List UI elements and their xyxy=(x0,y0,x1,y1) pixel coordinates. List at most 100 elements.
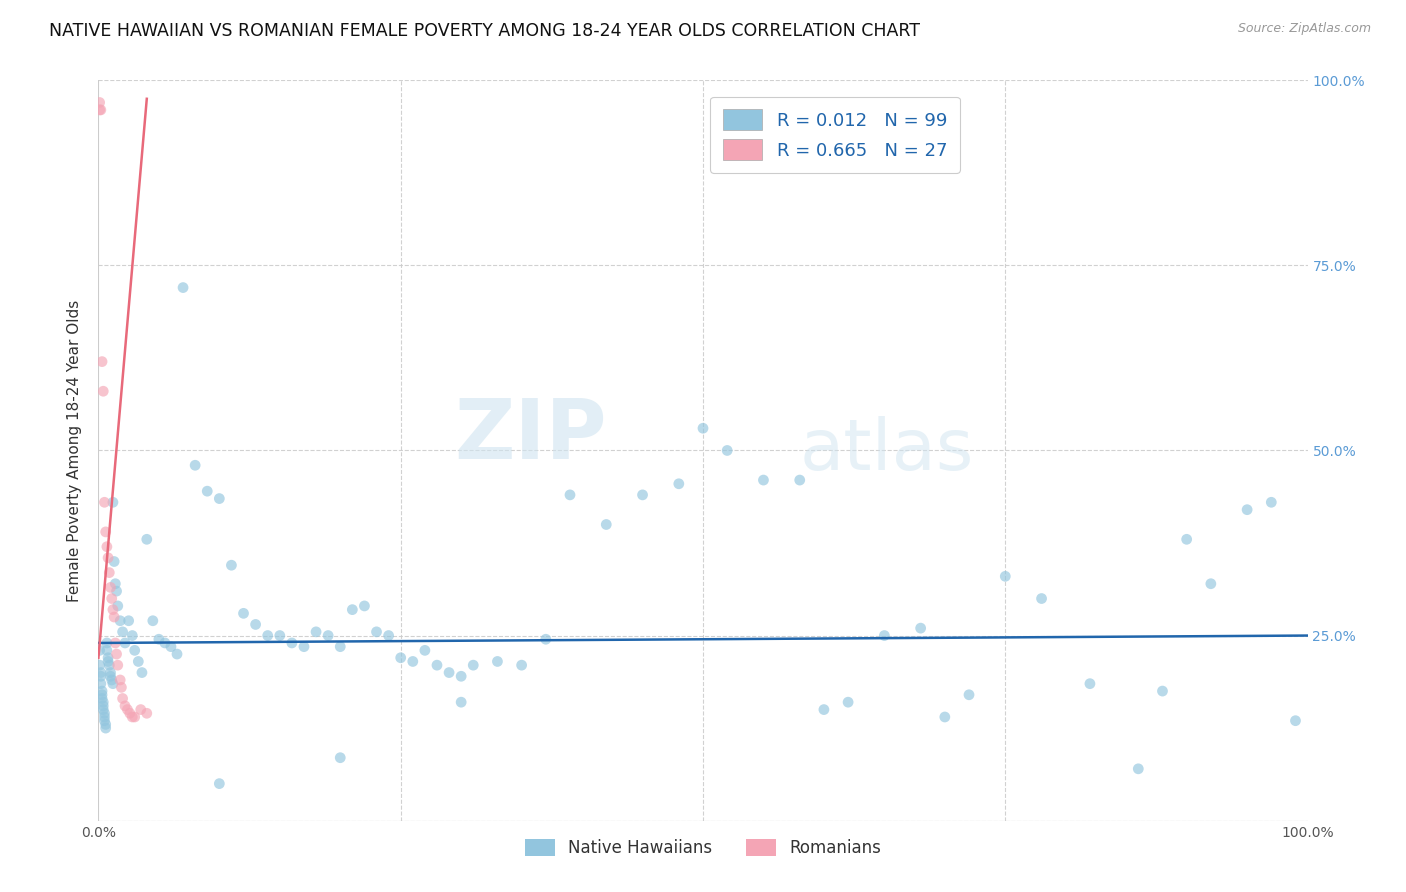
Text: ZIP: ZIP xyxy=(454,395,606,476)
Point xyxy=(89,95,111,110)
Point xyxy=(208,776,231,791)
Point xyxy=(97,650,120,665)
Point xyxy=(342,602,364,616)
Y-axis label: Female Poverty Among 18-24 Year Olds: Female Poverty Among 18-24 Year Olds xyxy=(67,300,83,601)
Point xyxy=(90,103,112,117)
Point xyxy=(104,636,127,650)
Point xyxy=(100,665,122,680)
Point xyxy=(910,621,932,635)
Point xyxy=(595,517,617,532)
Point xyxy=(631,488,654,502)
Point xyxy=(91,703,114,717)
Point xyxy=(117,703,139,717)
Point xyxy=(232,607,254,621)
Point xyxy=(131,665,153,680)
Point xyxy=(94,524,117,539)
Point xyxy=(366,624,388,639)
Point xyxy=(91,384,114,399)
Point xyxy=(98,658,121,673)
Point xyxy=(90,669,112,683)
Point xyxy=(148,632,170,647)
Point xyxy=(93,495,115,509)
Point xyxy=(486,655,509,669)
Point xyxy=(114,636,136,650)
Point xyxy=(89,103,111,117)
Text: NATIVE HAWAIIAN VS ROMANIAN FEMALE POVERTY AMONG 18-24 YEAR OLDS CORRELATION CHA: NATIVE HAWAIIAN VS ROMANIAN FEMALE POVER… xyxy=(49,22,920,40)
Point xyxy=(118,614,141,628)
Text: Source: ZipAtlas.com: Source: ZipAtlas.com xyxy=(1237,22,1371,36)
Point xyxy=(90,676,112,690)
Point xyxy=(111,624,134,639)
Point xyxy=(510,658,533,673)
Point xyxy=(256,628,278,642)
Point xyxy=(208,491,231,506)
Point xyxy=(413,643,436,657)
Point xyxy=(91,691,114,706)
Point xyxy=(100,669,122,683)
Point xyxy=(107,599,129,613)
Point xyxy=(91,698,114,713)
Point xyxy=(1031,591,1053,606)
Point xyxy=(107,658,129,673)
Point xyxy=(160,640,183,654)
Point xyxy=(305,624,328,639)
Point xyxy=(96,540,118,554)
Point xyxy=(124,643,146,657)
Point xyxy=(837,695,859,709)
Point xyxy=(91,695,114,709)
Point xyxy=(172,280,194,294)
Point xyxy=(91,688,114,702)
Point xyxy=(402,655,425,669)
Point xyxy=(101,495,124,509)
Legend: R = 0.012   N = 99, R = 0.665   N = 27: R = 0.012 N = 99, R = 0.665 N = 27 xyxy=(710,96,960,173)
Point xyxy=(316,628,339,642)
Point xyxy=(108,673,131,687)
Point xyxy=(1175,533,1198,547)
Point xyxy=(813,703,835,717)
Point xyxy=(100,591,122,606)
Point xyxy=(96,636,118,650)
Point xyxy=(377,628,399,642)
Point xyxy=(195,484,218,499)
Point xyxy=(752,473,775,487)
Point xyxy=(221,558,243,573)
Point xyxy=(142,614,165,628)
Point xyxy=(1236,502,1258,516)
Point xyxy=(121,710,143,724)
Point xyxy=(1199,576,1222,591)
Point xyxy=(934,710,956,724)
Point xyxy=(450,695,472,709)
Point xyxy=(100,581,122,595)
Point xyxy=(994,569,1017,583)
Point xyxy=(1284,714,1306,728)
Point xyxy=(94,721,117,735)
Legend: Native Hawaiians, Romanians: Native Hawaiians, Romanians xyxy=(519,832,887,864)
Point xyxy=(292,640,315,654)
Point xyxy=(105,584,128,599)
Point xyxy=(281,636,304,650)
Point xyxy=(121,628,143,642)
Point xyxy=(153,636,176,650)
Point xyxy=(101,602,124,616)
Point xyxy=(184,458,207,473)
Point xyxy=(97,655,120,669)
Point xyxy=(129,703,152,717)
Point xyxy=(108,614,131,628)
Point xyxy=(558,488,581,502)
Point xyxy=(166,647,188,661)
Point xyxy=(716,443,738,458)
Point xyxy=(437,665,460,680)
Point xyxy=(89,658,111,673)
Point xyxy=(114,698,136,713)
Point xyxy=(957,688,980,702)
Point xyxy=(93,706,115,721)
Point xyxy=(103,555,125,569)
Text: atlas: atlas xyxy=(800,416,974,485)
Point xyxy=(111,691,134,706)
Point xyxy=(135,533,157,547)
Point xyxy=(389,650,412,665)
Point xyxy=(269,628,291,642)
Point xyxy=(329,750,352,764)
Point xyxy=(110,681,132,695)
Point xyxy=(668,476,690,491)
